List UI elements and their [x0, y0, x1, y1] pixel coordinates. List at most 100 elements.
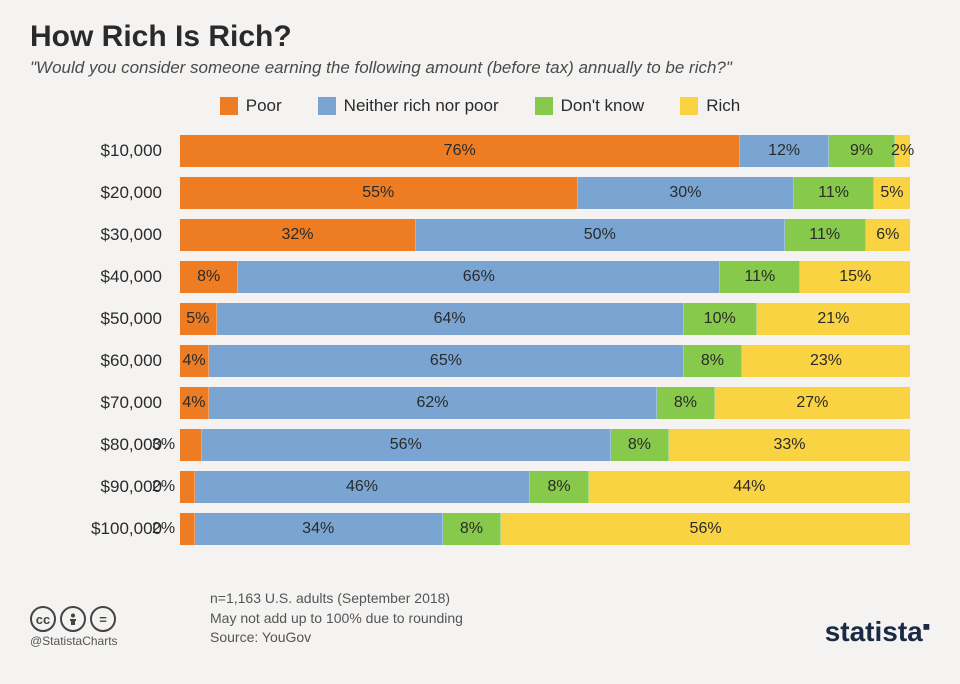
footer-notes: n=1,163 U.S. adults (September 2018) May…: [210, 589, 463, 648]
segment-value: 56%: [690, 520, 722, 538]
legend-label: Poor: [246, 96, 282, 116]
bar-segment: 3%: [180, 429, 202, 461]
legend-swatch: [680, 97, 698, 115]
bar-segment: 56%: [202, 429, 611, 461]
legend-item: Neither rich nor poor: [318, 96, 499, 116]
bar-segment: 21%: [757, 303, 910, 335]
footer-rounding: May not add up to 100% due to rounding: [210, 609, 463, 629]
bar-segment: 8%: [530, 471, 588, 503]
segment-value: 32%: [281, 226, 313, 244]
by-icon: [60, 606, 86, 632]
row-label: $60,000: [90, 351, 180, 371]
bar: 32% 50% 11% 6%: [180, 219, 910, 251]
segment-value: 15%: [839, 268, 871, 286]
segment-value: 50%: [584, 226, 616, 244]
segment-value: 65%: [430, 352, 462, 370]
segment-value: 30%: [669, 184, 701, 202]
bar-segment: 8%: [611, 429, 669, 461]
segment-value: 8%: [460, 520, 483, 538]
bar-segment: 2%: [180, 513, 195, 545]
bar-segment: 4%: [180, 345, 209, 377]
segment-value: 10%: [704, 310, 736, 328]
bar-segment: 5%: [180, 303, 217, 335]
legend-swatch: [318, 97, 336, 115]
segment-value: 56%: [390, 436, 422, 454]
segment-value: 44%: [733, 478, 765, 496]
legend-item: Rich: [680, 96, 740, 116]
segment-value: 8%: [628, 436, 651, 454]
segment-value: 8%: [197, 268, 220, 286]
bar-segment: 8%: [443, 513, 501, 545]
bar-segment: 27%: [715, 387, 910, 419]
legend-label: Rich: [706, 96, 740, 116]
bar-row: $30,000 32% 50% 11% 6%: [90, 218, 910, 252]
nd-icon: =: [90, 606, 116, 632]
bar: 2% 34% 8% 56%: [180, 513, 910, 545]
bar-segment: 11%: [794, 177, 874, 209]
bar-segment: 4%: [180, 387, 209, 419]
footer-sample: n=1,163 U.S. adults (September 2018): [210, 589, 463, 609]
bar-row: $50,000 5% 64% 10% 21%: [90, 302, 910, 336]
row-label: $20,000: [90, 183, 180, 203]
segment-value: 6%: [876, 226, 899, 244]
segment-value: 27%: [796, 394, 828, 412]
segment-value: 2%: [152, 520, 175, 538]
stacked-bar-chart: $10,00076%12%9%2%$20,00055%30%11%5%$30,0…: [90, 134, 910, 546]
segment-value: 11%: [809, 226, 840, 244]
segment-value: 46%: [346, 478, 378, 496]
bar: 4% 65% 8% 23%: [180, 345, 910, 377]
legend-swatch: [535, 97, 553, 115]
segment-value: 8%: [701, 352, 724, 370]
segment-value: 3%: [152, 436, 175, 454]
bar-row: $80,0003%56%8%33%: [90, 428, 910, 462]
bar-segment: 8%: [180, 261, 238, 293]
bar-segment: 64%: [217, 303, 684, 335]
segment-value: 5%: [186, 310, 209, 328]
row-label: $10,000: [90, 141, 180, 161]
bar: 76%12%9%2%: [180, 135, 910, 167]
segment-value: 34%: [302, 520, 334, 538]
bar-segment: 76%: [180, 135, 740, 167]
segment-value: 12%: [768, 142, 800, 160]
bar-segment: 34%: [195, 513, 443, 545]
row-label: $50,000: [90, 309, 180, 329]
bar-segment: 5%: [874, 177, 910, 209]
cc-license-icons: cc =: [30, 606, 116, 632]
bar-row: $40,000 8% 66%11% 15%: [90, 260, 910, 294]
bar-segment: 6%: [866, 219, 910, 251]
legend-label: Neither rich nor poor: [344, 96, 499, 116]
legend-swatch: [220, 97, 238, 115]
segment-value: 23%: [810, 352, 842, 370]
segment-value: 76%: [444, 142, 476, 160]
chart-subtitle: "Would you consider someone earning the …: [30, 58, 930, 78]
cc-icon: cc: [30, 606, 56, 632]
segment-value: 55%: [362, 184, 394, 202]
segment-value: 9%: [850, 142, 873, 160]
bar-segment: 66%: [238, 261, 720, 293]
bar-segment: 8%: [657, 387, 715, 419]
bar: 4%62%8%27%: [180, 387, 910, 419]
bar-segment: 32%: [180, 219, 416, 251]
bar-segment: 55%: [180, 177, 578, 209]
bar-segment: 11%: [720, 261, 800, 293]
legend: Poor Neither rich nor poor Don't know Rich: [30, 96, 930, 116]
bar: 3%56%8%33%: [180, 429, 910, 461]
bar-segment: 30%: [578, 177, 795, 209]
legend-item: Don't know: [535, 96, 645, 116]
bar-segment: 46%: [195, 471, 531, 503]
bar-row: $70,0004%62%8%27%: [90, 386, 910, 420]
row-label: $30,000: [90, 225, 180, 245]
twitter-handle: @StatistaCharts: [30, 634, 118, 648]
bar-segment: 12%: [740, 135, 828, 167]
segment-value: 64%: [434, 310, 466, 328]
bar-row: $100,0002%34%8%56%: [90, 512, 910, 546]
chart-title: How Rich Is Rich?: [30, 20, 930, 54]
row-label: $40,000: [90, 267, 180, 287]
bar-row: $20,000 55% 30% 11%5%: [90, 176, 910, 210]
bar-segment: 2%: [180, 471, 195, 503]
segment-value: 8%: [548, 478, 571, 496]
bar-row: $10,00076%12%9%2%: [90, 134, 910, 168]
statista-logo: statista■: [825, 616, 930, 648]
bar-segment: 10%: [684, 303, 757, 335]
footer-source: Source: YouGov: [210, 628, 463, 648]
